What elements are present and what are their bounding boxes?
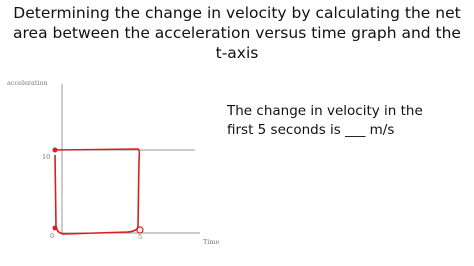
x-axis-label: Time: [203, 238, 220, 246]
y-tick-label: 10: [42, 153, 50, 161]
hand-drawn-rectangle: [54, 148, 141, 235]
x-tick-label: 5: [138, 233, 142, 241]
red-dot: [52, 147, 58, 153]
y-tick-label: 0: [50, 232, 54, 240]
red-circle: [136, 226, 144, 234]
slide-title: Determining the change in velocity by ca…: [13, 4, 461, 62]
red-dot: [52, 225, 58, 231]
body-text: The change in velocity in the first 5 se…: [227, 103, 423, 138]
y-axis-label: acceleration: [7, 79, 48, 87]
